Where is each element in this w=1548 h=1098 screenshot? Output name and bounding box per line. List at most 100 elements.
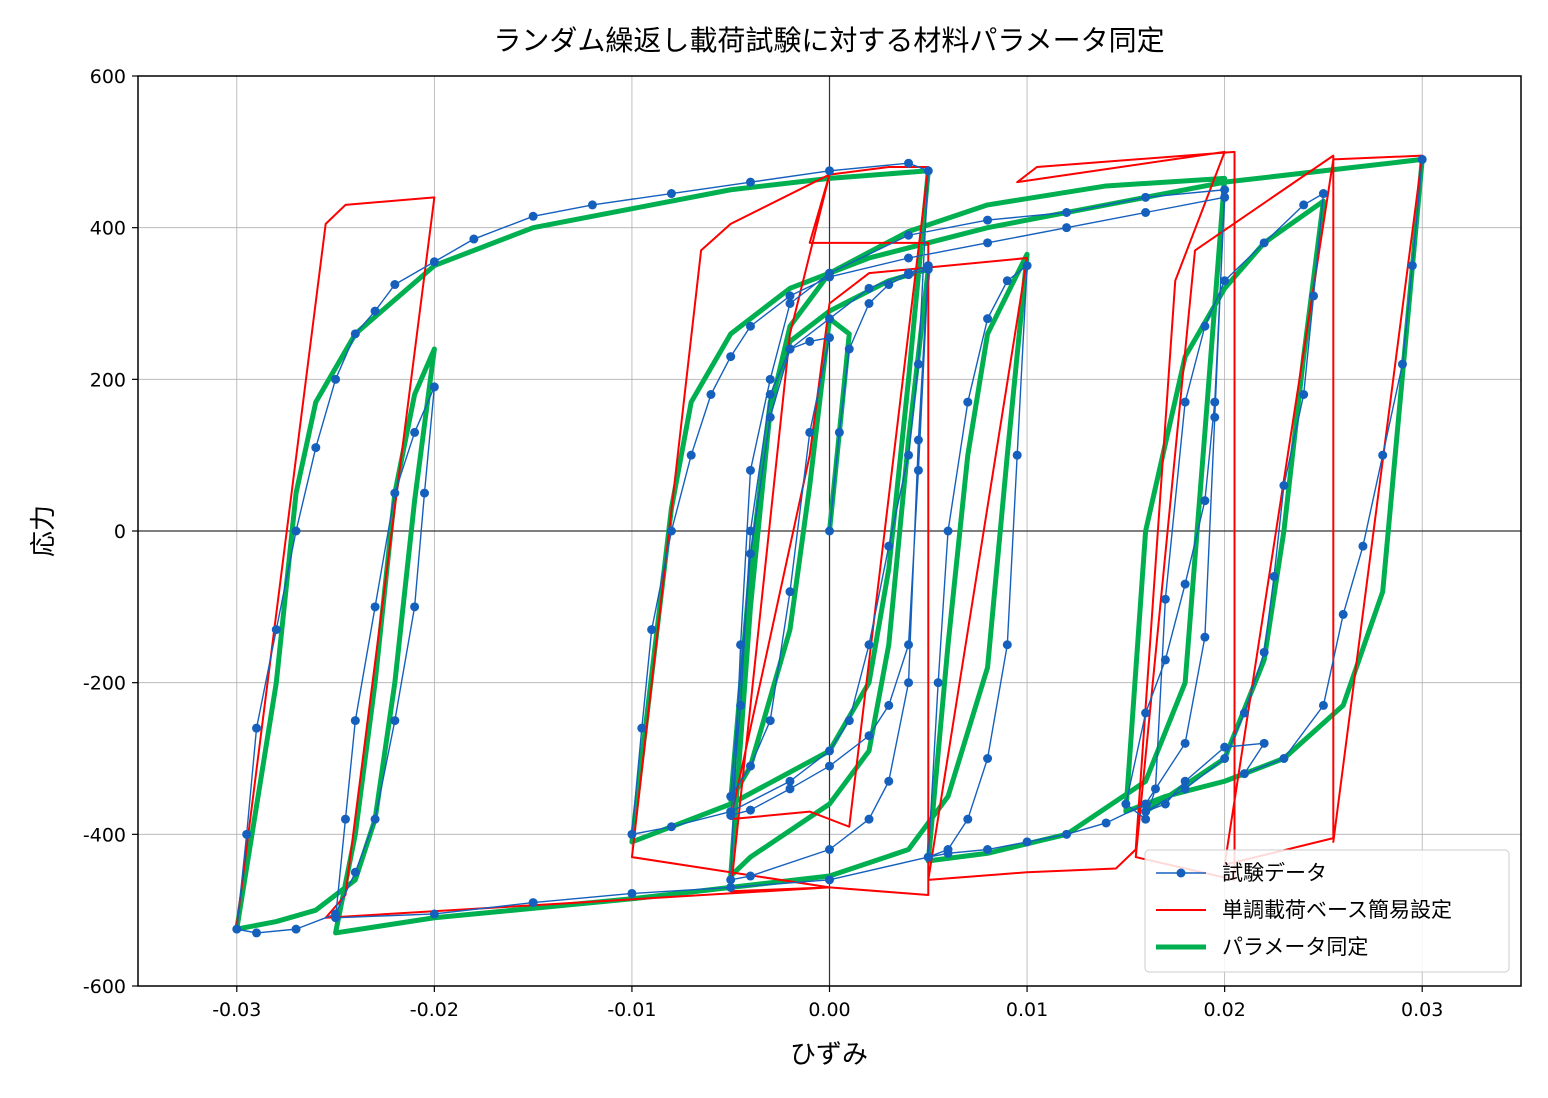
data-point-132: [1062, 223, 1072, 233]
data-point-163: [1239, 769, 1249, 779]
data-point-71: [923, 852, 933, 862]
data-point-127: [745, 321, 755, 331]
data-point-159: [1160, 799, 1170, 809]
data-point-70: [943, 845, 953, 854]
data-point-53: [1141, 799, 1151, 809]
x-axis-label: ひずみ: [790, 1040, 868, 1070]
data-point-147: [1259, 238, 1269, 248]
data-point-17: [765, 390, 775, 399]
data-point-82: [410, 427, 420, 437]
data-point-60: [933, 678, 943, 688]
data-point-7: [913, 465, 923, 475]
data-point-69: [963, 814, 973, 824]
data-point-146: [1220, 276, 1230, 286]
data-point-165: [1318, 700, 1328, 710]
data-point-120: [627, 829, 637, 839]
data-point-115: [844, 716, 854, 726]
data-point-72: [825, 875, 834, 885]
series-line-0: [236, 158, 1423, 934]
data-point-93: [242, 829, 252, 839]
data-point-145: [1200, 321, 1210, 331]
data-point-91: [252, 928, 262, 938]
data-point-13: [745, 805, 755, 815]
data-point-32: [923, 261, 933, 271]
x-axis-ticks: -0.03 -0.02 -0.01 0.00 0.01 0.02 0.03: [212, 986, 1443, 1021]
data-point-12: [785, 784, 795, 794]
data-point-30: [864, 283, 874, 293]
data-point-34: [904, 678, 914, 688]
x-tick-label-5: 0.02: [1203, 999, 1245, 1021]
data-point-28: [785, 344, 795, 354]
data-point-106: [666, 189, 676, 199]
data-point-38: [745, 871, 755, 881]
data-point-27: [765, 412, 775, 422]
data-point-79: [350, 716, 360, 726]
data-point-160: [1180, 776, 1190, 786]
data-point-76: [429, 909, 439, 919]
data-point-125: [706, 390, 716, 399]
legend-item-test-data: 試験データ: [1156, 861, 1327, 885]
data-point-149: [1318, 189, 1328, 199]
data-point-26: [745, 549, 755, 559]
data-point-137: [1180, 579, 1190, 589]
data-point-63: [983, 314, 993, 324]
data-point-19: [805, 336, 815, 346]
data-point-35: [884, 776, 894, 786]
chart-title: ランダム繰返し載荷試験に対する材料パラメータ同定: [493, 24, 1164, 57]
data-point-39: [726, 875, 736, 885]
legend-label-parameter-identification: パラメータ同定: [1222, 935, 1368, 959]
data-point-153: [1269, 572, 1279, 581]
data-point-138: [1160, 655, 1170, 665]
data-point-98: [331, 374, 341, 384]
data-point-57: [983, 845, 993, 854]
series-0: [232, 154, 1427, 938]
data-point-103: [469, 234, 479, 244]
data-point-20: [825, 333, 834, 343]
data-point-110: [923, 166, 933, 176]
data-point-101: [390, 280, 400, 290]
data-point-143: [1160, 594, 1170, 604]
y-axis-label: 応力: [29, 505, 59, 557]
data-point-104: [528, 211, 538, 221]
data-point-33: [913, 435, 923, 445]
data-point-40: [736, 640, 746, 650]
y-tick-label-2: -200: [83, 673, 126, 695]
data-point-50: [1210, 412, 1220, 422]
data-point-102: [429, 257, 439, 267]
x-tick-label-2: -0.01: [607, 999, 656, 1021]
data-point-55: [1062, 829, 1072, 839]
data-point-113: [884, 541, 894, 551]
data-point-123: [666, 526, 676, 536]
data-point-118: [726, 807, 736, 817]
data-point-92: [232, 924, 242, 934]
data-point-150: [1309, 291, 1319, 301]
data-point-25: [726, 791, 736, 801]
data-point-168: [1378, 450, 1388, 460]
data-point-155: [1239, 708, 1249, 718]
data-point-129: [825, 272, 834, 282]
data-point-171: [1417, 154, 1427, 164]
data-point-128: [785, 291, 795, 301]
data-point-108: [825, 166, 834, 176]
data-point-119: [666, 822, 676, 832]
data-point-41: [745, 465, 755, 475]
data-point-135: [1210, 397, 1220, 407]
data-point-90: [291, 924, 301, 934]
series-2: [234, 156, 1425, 936]
data-point-109: [904, 158, 914, 168]
data-point-1: [834, 427, 844, 437]
data-point-8: [904, 640, 914, 650]
series-line-2: [234, 156, 1425, 936]
data-point-88: [350, 867, 360, 877]
data-point-157: [1180, 784, 1190, 794]
data-point-94: [252, 723, 262, 733]
data-point-169: [1397, 359, 1407, 369]
data-point-117: [785, 776, 795, 786]
data-point-48: [1141, 192, 1151, 202]
data-point-84: [419, 488, 429, 498]
legend-marker-test-data: [1176, 868, 1186, 878]
data-point-95: [271, 625, 281, 635]
data-point-126: [726, 352, 736, 362]
data-point-141: [1141, 814, 1151, 824]
data-point-136: [1200, 496, 1210, 506]
